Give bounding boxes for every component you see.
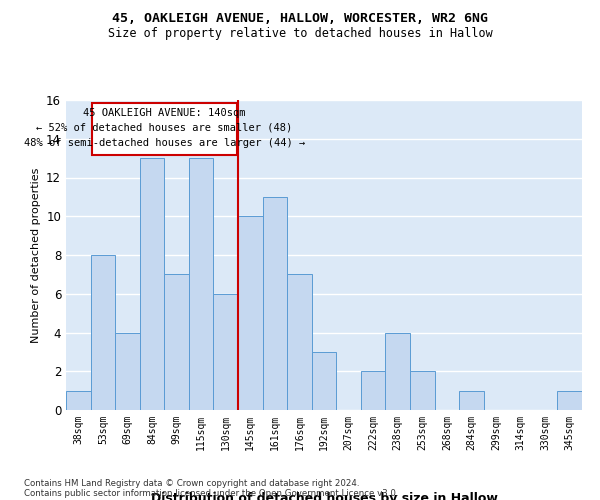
- Text: Contains HM Land Registry data © Crown copyright and database right 2024.: Contains HM Land Registry data © Crown c…: [24, 478, 359, 488]
- X-axis label: Distribution of detached houses by size in Hallow: Distribution of detached houses by size …: [151, 492, 497, 500]
- Bar: [238, 216, 263, 410]
- Bar: [385, 332, 410, 410]
- Text: 45 OAKLEIGH AVENUE: 140sqm: 45 OAKLEIGH AVENUE: 140sqm: [83, 108, 245, 118]
- Bar: [263, 197, 287, 410]
- Bar: [164, 274, 189, 410]
- Bar: [214, 294, 238, 410]
- Text: ← 52% of detached houses are smaller (48): ← 52% of detached houses are smaller (48…: [36, 122, 292, 132]
- Bar: [557, 390, 582, 410]
- Bar: [66, 390, 91, 410]
- Text: Size of property relative to detached houses in Hallow: Size of property relative to detached ho…: [107, 28, 493, 40]
- Bar: [410, 371, 434, 410]
- Bar: [189, 158, 214, 410]
- Bar: [91, 255, 115, 410]
- Y-axis label: Number of detached properties: Number of detached properties: [31, 168, 41, 342]
- Bar: [312, 352, 336, 410]
- Text: 48% of semi-detached houses are larger (44) →: 48% of semi-detached houses are larger (…: [23, 138, 305, 148]
- Bar: [115, 332, 140, 410]
- Bar: [361, 371, 385, 410]
- Bar: [459, 390, 484, 410]
- Bar: [287, 274, 312, 410]
- Text: 45, OAKLEIGH AVENUE, HALLOW, WORCESTER, WR2 6NG: 45, OAKLEIGH AVENUE, HALLOW, WORCESTER, …: [112, 12, 488, 26]
- Bar: [140, 158, 164, 410]
- Bar: [92, 103, 237, 155]
- Text: Contains public sector information licensed under the Open Government Licence v3: Contains public sector information licen…: [24, 488, 398, 498]
